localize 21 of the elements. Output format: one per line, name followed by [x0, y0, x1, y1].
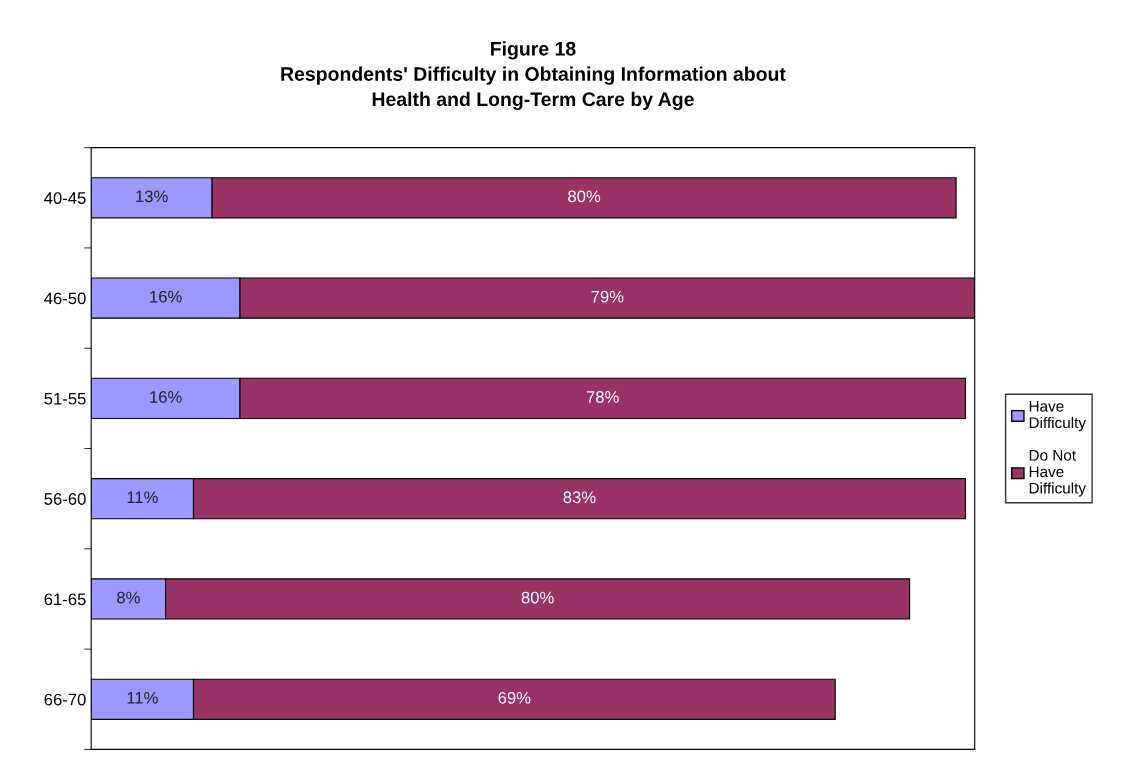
chart-title: Figure 18 Respondents' Difficulty in Obtaining Information about Health and Long-Term Care by Age [281, 41, 786, 111]
y-tick-label: 40-45 [44, 192, 86, 204]
data-label: 80% [521, 591, 554, 604]
data-label: 79% [591, 290, 624, 303]
y-tick-label: 61-65 [44, 593, 86, 606]
data-label: 83% [563, 491, 596, 504]
y-tick-label: 56-60 [44, 493, 86, 505]
y-tick-label: 51-55 [44, 392, 86, 405]
data-label: 80% [568, 190, 601, 203]
data-label: 8% [117, 591, 140, 604]
legend-label: Have Difficulty [1029, 400, 1086, 432]
y-tick-label: 46-50 [44, 292, 86, 305]
data-label: 16% [150, 290, 182, 303]
data-label: 11% [127, 491, 158, 504]
data-label: 78% [586, 391, 619, 403]
y-tick-label: 66-70 [44, 693, 86, 706]
data-label: 11% [127, 692, 158, 704]
data-label: 16% [150, 391, 182, 403]
legend-label: Do Not Have Difficulty [1029, 450, 1086, 497]
data-label: 13% [136, 190, 168, 203]
data-label: 69% [498, 691, 531, 704]
